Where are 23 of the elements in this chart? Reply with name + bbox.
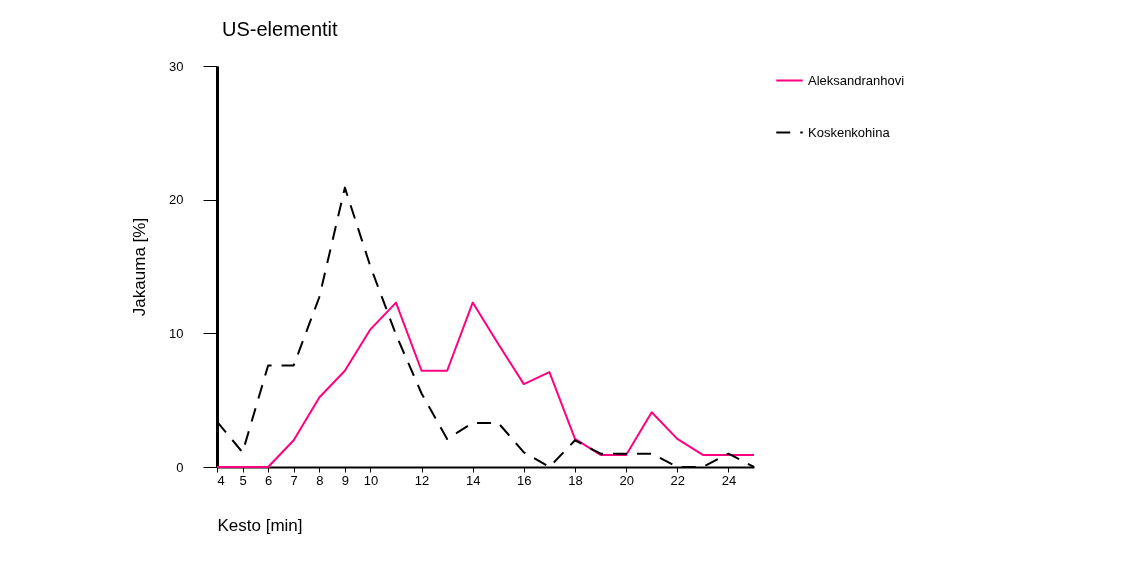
chart-title: US-elementit bbox=[222, 18, 339, 40]
x-tick-label: 22 bbox=[670, 472, 686, 488]
x-tick-label: 6 bbox=[265, 472, 273, 488]
y-tick-label: 30 bbox=[169, 58, 184, 74]
x-axis-title: Kesto [min] bbox=[217, 515, 303, 535]
y-tick-label: 0 bbox=[176, 459, 184, 475]
y-axis-title: Jakauma [%] bbox=[130, 217, 150, 317]
x-tick-label: 10 bbox=[363, 472, 379, 488]
x-tick-label: 16 bbox=[517, 472, 532, 488]
x-tick-label: 14 bbox=[465, 472, 481, 488]
x-tick-label: 7 bbox=[290, 472, 298, 488]
y-tick-label: 10 bbox=[169, 325, 184, 341]
y-tick-label: 20 bbox=[169, 192, 184, 208]
legend-label: Koskenkohina bbox=[808, 124, 891, 140]
legend-label: Aleksandranhovi bbox=[808, 72, 905, 88]
x-tick-label: 8 bbox=[316, 472, 324, 488]
x-tick-label: 18 bbox=[568, 472, 583, 488]
x-tick-label: 9 bbox=[341, 472, 349, 488]
x-tick-label: 12 bbox=[414, 472, 430, 488]
x-tick-label: 24 bbox=[721, 472, 737, 488]
x-tick-label: 4 bbox=[217, 472, 225, 488]
x-tick-label: 20 bbox=[619, 472, 634, 488]
x-tick-label: 5 bbox=[239, 472, 247, 488]
